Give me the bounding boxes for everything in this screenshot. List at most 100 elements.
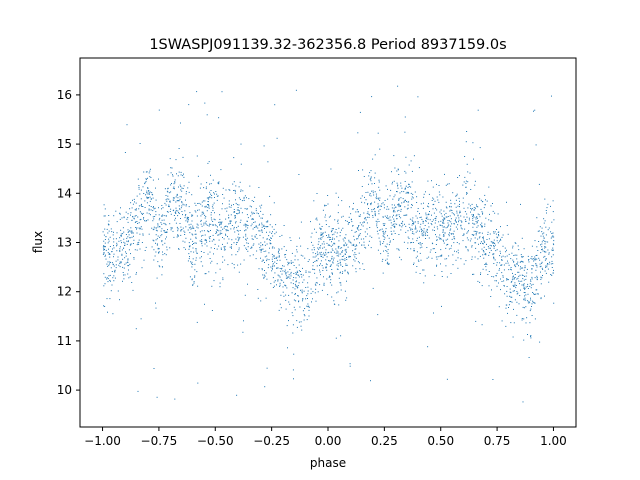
data-point [384, 223, 386, 225]
data-point [206, 224, 208, 226]
data-point [170, 213, 172, 215]
data-point [277, 279, 279, 281]
data-point [520, 266, 521, 268]
data-point [538, 230, 540, 232]
data-point [111, 271, 113, 272]
data-point [376, 225, 378, 227]
data-point [552, 263, 554, 265]
data-point [342, 238, 344, 240]
data-point [488, 271, 490, 272]
data-point [274, 265, 275, 267]
data-point [260, 217, 262, 219]
data-point [501, 260, 503, 261]
data-point [501, 320, 503, 322]
data-point [209, 236, 211, 237]
data-point [105, 258, 107, 260]
data-point [545, 234, 547, 236]
data-point [121, 249, 123, 251]
data-point [107, 232, 109, 234]
data-point [432, 186, 434, 188]
data-point [174, 212, 176, 213]
data-point [371, 236, 373, 238]
data-point [178, 200, 180, 202]
data-point [274, 233, 276, 235]
data-point [534, 302, 536, 304]
data-point [274, 280, 276, 282]
data-point [326, 235, 327, 236]
data-point [398, 248, 400, 250]
data-point [544, 259, 546, 261]
data-point [264, 226, 266, 228]
data-point [158, 178, 159, 180]
data-point [443, 240, 444, 242]
data-point [147, 197, 149, 198]
data-point [300, 245, 302, 247]
data-point [139, 233, 141, 235]
data-point [131, 207, 133, 209]
data-point [176, 226, 178, 228]
data-point [509, 291, 511, 293]
data-point [399, 192, 401, 194]
data-point [169, 201, 171, 203]
data-point [448, 248, 450, 250]
data-point [458, 217, 460, 219]
data-point [412, 223, 414, 224]
data-point [521, 280, 523, 282]
data-point [388, 263, 390, 265]
data-point [292, 324, 294, 326]
data-point [552, 211, 554, 213]
data-point [548, 253, 550, 255]
data-point [270, 243, 272, 245]
data-point [347, 273, 349, 275]
data-point [475, 221, 477, 222]
data-point [348, 222, 350, 224]
data-point [426, 231, 428, 233]
data-point [231, 247, 232, 249]
data-point [412, 231, 414, 233]
data-point [287, 271, 289, 273]
data-point [294, 294, 296, 295]
data-point [380, 229, 382, 231]
data-point [234, 217, 236, 219]
data-point [319, 246, 321, 248]
data-point [413, 223, 415, 225]
data-point [251, 213, 253, 215]
data-point [155, 251, 157, 253]
data-point [398, 214, 400, 216]
data-point [452, 192, 454, 194]
data-point [408, 185, 410, 187]
data-point [212, 210, 214, 211]
data-point [204, 214, 206, 216]
data-point [544, 243, 546, 245]
data-point [502, 275, 504, 277]
data-point [108, 264, 110, 266]
data-point [230, 228, 232, 230]
data-point [255, 210, 257, 212]
data-point [380, 253, 382, 255]
data-point [393, 218, 395, 220]
data-point [394, 167, 396, 169]
data-point [375, 197, 377, 199]
data-point [364, 196, 365, 198]
data-point [452, 254, 454, 256]
data-point [379, 242, 381, 244]
data-point [228, 217, 230, 219]
data-point [526, 272, 528, 274]
data-point [438, 221, 440, 223]
data-point [252, 218, 254, 220]
data-point [359, 216, 361, 217]
data-point [442, 222, 444, 224]
data-point [137, 242, 139, 244]
data-point [150, 177, 152, 178]
data-point [102, 253, 104, 255]
data-point [163, 215, 165, 217]
data-point [133, 239, 135, 241]
data-point [496, 240, 498, 242]
data-point [523, 287, 525, 289]
data-point [514, 282, 516, 284]
data-point [143, 218, 144, 220]
data-point [286, 325, 288, 327]
data-point [552, 200, 554, 202]
data-point [490, 220, 492, 222]
data-point [433, 212, 435, 214]
